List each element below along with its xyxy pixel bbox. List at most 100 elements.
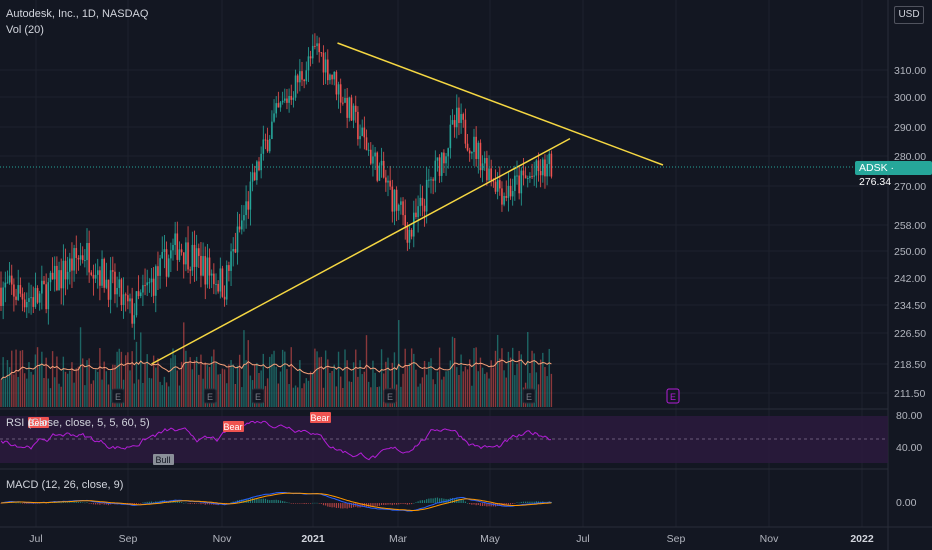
candle-body — [230, 251, 232, 271]
signal-label-bull: Bull — [155, 455, 170, 465]
candle-body — [122, 294, 125, 306]
volume-bar — [221, 368, 224, 407]
candle-body — [36, 288, 39, 303]
volume-bar — [342, 387, 344, 407]
rsi-label[interactable]: RSI (Close, close, 5, 5, 60, 5) — [6, 417, 150, 429]
candle-body — [142, 285, 144, 293]
ticker-price-tag: ADSK · 276.34 — [855, 161, 932, 188]
time-tick-label: Mar — [389, 533, 408, 545]
volume-bar — [305, 378, 307, 407]
candle-body — [408, 229, 411, 243]
chart-title[interactable]: Autodesk, Inc., 1D, NASDAQ — [6, 8, 149, 20]
candle-body — [148, 282, 151, 284]
volume-bar — [77, 366, 80, 407]
candle-body — [135, 291, 138, 316]
price-tick-label: 250.00 — [894, 246, 926, 258]
time-axis[interactable]: Jul Sep Nov 2021 Mar May Jul Sep Nov 2022 — [29, 533, 874, 545]
macd-histogram-bar — [17, 502, 19, 504]
macd-histogram-bar — [249, 498, 251, 503]
volume-bar — [402, 373, 404, 407]
volume-bar — [208, 366, 211, 407]
volume-bar — [180, 361, 183, 407]
volume-bar — [451, 336, 454, 407]
macd-histogram-bar — [348, 503, 350, 508]
currency-button[interactable]: USD — [894, 6, 924, 24]
macd-histogram-bar — [146, 501, 148, 503]
volume-bar — [385, 361, 387, 407]
candle-body — [47, 282, 50, 310]
price-tick-label: 280.00 — [894, 151, 926, 163]
earnings-marker[interactable] — [251, 388, 265, 404]
earnings-marker[interactable] — [666, 388, 680, 404]
candle-body — [359, 136, 361, 140]
trendline-support[interactable] — [151, 137, 571, 365]
macd-histogram-bar — [421, 500, 423, 503]
volume-label[interactable]: Vol (20) — [6, 24, 44, 36]
macd-histogram-bar — [518, 502, 520, 504]
candle-body — [296, 75, 299, 83]
earnings-marker[interactable] — [111, 388, 125, 404]
time-tick-label: 2022 — [850, 533, 874, 545]
volume-bar — [533, 353, 535, 407]
volume-bar — [114, 364, 116, 407]
macd-histogram-bar — [0, 503, 2, 504]
candle-body — [34, 288, 37, 307]
macd-histogram-bar — [353, 503, 355, 508]
volume-bar — [331, 371, 333, 407]
candlestick-series — [0, 33, 553, 340]
volume-bar — [107, 384, 110, 407]
candle-body — [165, 249, 168, 277]
candle-body — [75, 248, 78, 258]
volume-bar — [337, 351, 340, 407]
macd-signal-line — [0, 492, 552, 511]
price-axis[interactable]: 310.00 300.00 290.00 280.00 270.00 258.00 250.… — [894, 65, 926, 400]
volume-bar — [178, 385, 181, 407]
macd-histogram-bar — [507, 503, 509, 505]
volume-bar — [445, 371, 447, 407]
time-tick-label: Sep — [119, 533, 138, 545]
volume-bar — [372, 360, 374, 407]
volume-bar — [357, 376, 359, 407]
candle-body — [133, 315, 136, 324]
earnings-marker[interactable] — [522, 388, 536, 404]
candle-body — [103, 258, 105, 288]
trendline-resistance[interactable] — [337, 42, 664, 166]
volume-bar — [449, 360, 452, 407]
candle-body — [544, 159, 546, 177]
macd-histogram-bar — [92, 503, 95, 505]
volume-bar — [462, 371, 464, 407]
price-tick-label: 218.50 — [894, 359, 926, 371]
volume-bar — [539, 359, 542, 407]
volume-bar — [324, 350, 327, 407]
price-tick-label: 290.00 — [894, 122, 926, 134]
volume-bar — [307, 380, 310, 407]
volume-bar — [168, 386, 170, 407]
candle-body — [314, 45, 316, 47]
candle-body — [109, 270, 112, 300]
volume-bar — [223, 369, 226, 407]
candle-body — [266, 139, 269, 152]
macd-histogram-bar — [537, 501, 540, 503]
volume-bar — [430, 358, 432, 407]
volume-bar — [279, 371, 282, 407]
earnings-marker[interactable] — [383, 388, 397, 404]
macd-histogram-bar — [174, 500, 176, 503]
macd-histogram-bar — [56, 502, 58, 503]
volume-bar — [236, 365, 239, 407]
volume-bar — [56, 356, 58, 407]
candle-body — [144, 285, 146, 287]
volume-bar — [193, 360, 196, 407]
candle-body — [204, 256, 207, 285]
earnings-marker[interactable] — [203, 388, 217, 404]
candle-body — [51, 272, 54, 280]
macd-histogram-bar — [449, 498, 451, 503]
macd-label[interactable]: MACD (12, 26, close, 9) — [6, 479, 124, 491]
candle-body — [281, 100, 284, 103]
volume-bar — [217, 374, 219, 407]
macd-histogram-bar — [383, 503, 385, 505]
macd-histogram-bar — [327, 503, 329, 507]
volume-bar — [45, 357, 47, 407]
volume-bar — [187, 361, 189, 407]
